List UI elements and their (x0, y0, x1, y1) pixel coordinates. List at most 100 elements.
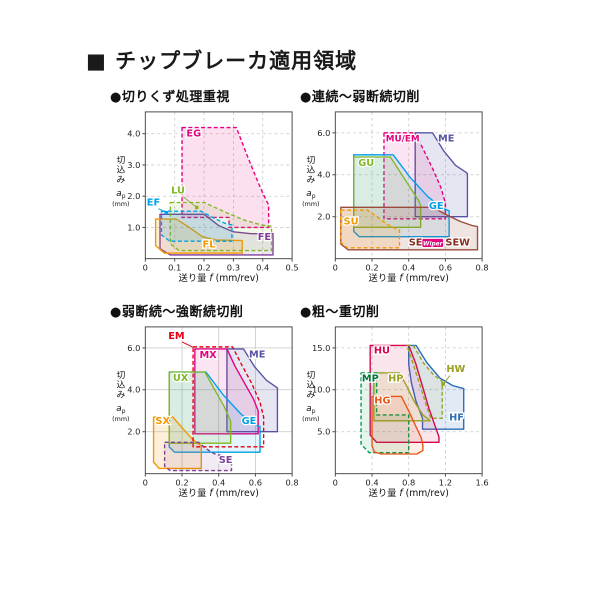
svg-text:み: み (116, 389, 125, 400)
region-label-HP: HP (388, 373, 403, 384)
chart-block-chip-control: ●切りくず処理重視 0 0.1 0.2 0.3 0.4 0.5 1.0 2.0 3.0 4.0 送り… (110, 86, 306, 289)
region-label-HW: HW (446, 364, 465, 375)
chart-canvas-interrupted: 0 0.2 0.4 0.6 0.8 2.0 4.0 6.0 送り量 f (mm/rev) 切込みa… (112, 326, 299, 499)
region-label-EG: EG (186, 128, 201, 139)
chart-heading-interrupted: ●弱断続〜強断続切削 (110, 305, 244, 320)
x-tick-label: 0.6 (439, 262, 452, 272)
svg-text:ap: ap (306, 189, 315, 200)
svg-text:込: 込 (116, 380, 125, 391)
x-tick-label: 0.2 (175, 477, 188, 487)
y-axis-title: 切込み ap(mm) (302, 370, 319, 423)
region-label-SE: SE (409, 238, 423, 249)
chart-block-rough-heavy: ●粗〜重切削 0 0.4 0.8 1.2 1.6 5.0 10.0 15.0 送り量 f (mm… (300, 301, 496, 504)
y-tick-label: 10.0 (312, 385, 330, 395)
region-label-FL: FL (203, 239, 216, 250)
region-label-SX: SX (155, 416, 170, 427)
x-tick-label: 0.2 (365, 262, 378, 272)
x-tick-label: 0 (143, 262, 148, 272)
region-HG (371, 395, 424, 455)
region-label-HF: HF (449, 412, 464, 423)
y-tick-label: 6.0 (127, 343, 140, 353)
region-label-ME: ME (249, 349, 265, 360)
region-SE (163, 441, 233, 472)
region-label-MU/EM: MU/EM (386, 135, 420, 145)
region-HF (408, 344, 465, 430)
region-ME (226, 348, 279, 433)
svg-text:ap: ap (116, 189, 125, 200)
region-ME (414, 132, 469, 218)
region-GE (168, 371, 261, 453)
svg-text:切: 切 (306, 155, 315, 166)
region-label-HG: HG (374, 396, 390, 407)
x-tick-label: 0 (333, 262, 338, 272)
x-tick-label: 0.4 (402, 262, 415, 272)
chart-block-continuous: ●連続〜弱断続切削 0 0.2 0.4 0.6 0.8 2.0 4.0 6.0 送り量 f (m… (300, 86, 496, 289)
region-label-GE: GE (429, 201, 444, 212)
region-EF (160, 210, 233, 242)
region-label-UX: UX (173, 373, 189, 384)
svg-text:切: 切 (116, 370, 125, 381)
svg-text:み: み (116, 174, 125, 185)
svg-text:込: 込 (306, 165, 315, 176)
x-tick-label: 0.3 (227, 262, 240, 272)
y-axis-title: 切込み ap(mm) (302, 155, 319, 208)
chart-heading-rough-heavy: ●粗〜重切削 (300, 305, 380, 320)
x-tick-label: 0 (333, 477, 338, 487)
region-FE (159, 213, 274, 256)
region-HW (406, 344, 443, 419)
y-tick-label: 5.0 (317, 427, 330, 437)
region-label-MX: MX (199, 350, 217, 361)
chart-heading-chip-control: ●切りくず処理重視 (110, 90, 230, 105)
leader-marker-HW (441, 382, 445, 386)
svg-text:ap: ap (116, 404, 125, 415)
x-tick-label: 1.6 (476, 477, 489, 487)
x-axis-title: 送り量 f (mm/rev) (179, 272, 259, 284)
leader-marker-LU (194, 205, 199, 210)
region-UX (168, 371, 232, 444)
y-axis-title: 切込み ap(mm) (112, 370, 129, 423)
svg-text:(mm): (mm) (112, 416, 129, 423)
svg-text:み: み (306, 174, 315, 185)
region-label-MP: MP (362, 373, 379, 384)
chart-heading-continuous: ●連続〜弱断続切削 (300, 90, 420, 105)
region-label-FE: FE (258, 232, 271, 243)
region-GU (353, 156, 422, 228)
svg-text:(mm): (mm) (112, 201, 129, 208)
region-MP (360, 372, 410, 454)
region-label-SE: SE (219, 455, 233, 466)
svg-text:込: 込 (116, 165, 125, 176)
x-tick-label: 0.4 (212, 477, 225, 487)
wiper-badge (421, 238, 444, 248)
chart-canvas-continuous: 0 0.2 0.4 0.6 0.8 2.0 4.0 6.0 送り量 f (mm/rev) 切込みa… (302, 111, 489, 284)
region-label-GE: GE (242, 416, 257, 427)
svg-text:(mm): (mm) (302, 201, 319, 208)
x-tick-label: 0.2 (197, 262, 210, 272)
x-tick-label: 0.5 (286, 262, 299, 272)
region-LU (169, 201, 273, 252)
x-axis-title: 送り量 f (mm/rev) (369, 487, 449, 499)
y-tick-label: 6.0 (317, 128, 330, 138)
wiper-badge-label: Wiper (423, 241, 444, 247)
region-label-GU: GU (358, 158, 374, 169)
y-axis-title: 切込み ap(mm) (112, 155, 129, 208)
page-title: ■ チップブレーカ適用領域 (86, 49, 358, 73)
region-label-LU: LU (171, 186, 185, 197)
svg-text:込: 込 (306, 380, 315, 391)
x-tick-label: 0 (143, 477, 148, 487)
leader-marker-EF (164, 210, 169, 215)
y-tick-label: 2.0 (127, 427, 140, 437)
x-axis-title: 送り量 f (mm/rev) (179, 487, 259, 499)
region-label-EF: EF (147, 198, 160, 209)
x-tick-label: 0.8 (402, 477, 415, 487)
x-tick-label: 0.8 (286, 477, 299, 487)
region-MX (194, 348, 259, 435)
region-FL (154, 218, 243, 254)
y-tick-label: 1.0 (127, 222, 140, 232)
svg-text:ap: ap (306, 404, 315, 415)
y-tick-label: 3.0 (127, 160, 140, 170)
x-tick-label: 0.6 (249, 477, 262, 487)
svg-text:(mm): (mm) (302, 416, 319, 423)
svg-text:み: み (306, 389, 315, 400)
y-tick-label: 15.0 (312, 343, 330, 353)
